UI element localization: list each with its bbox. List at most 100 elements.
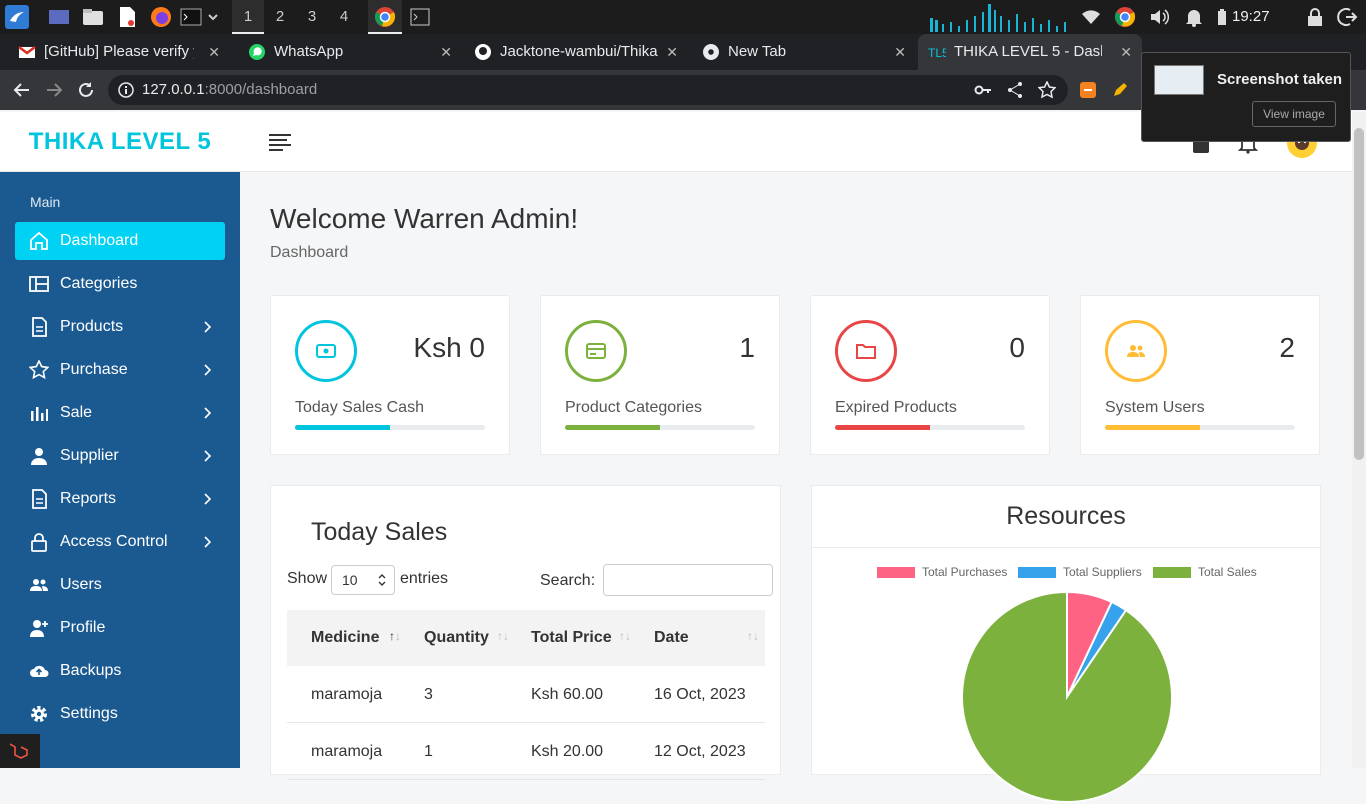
browser-tab-bar: [GitHub] Please verify yo ✕ WhatsApp ✕ J… <box>0 34 1366 70</box>
sort-icon[interactable]: ↑↓ <box>497 629 509 643</box>
workspace-2[interactable]: 2 <box>275 8 285 25</box>
panel-title: Resources <box>812 486 1320 548</box>
cell-total-price: Ksh 60.00 <box>531 686 604 703</box>
app-menu-icon[interactable] <box>5 5 29 29</box>
sidebar-item-categories[interactable]: Categories <box>15 265 225 303</box>
bell-icon[interactable] <box>1183 6 1205 28</box>
key-icon[interactable] <box>974 81 992 99</box>
column-header-quantity[interactable]: Quantity <box>424 629 489 646</box>
address-bar[interactable]: 127.0.0.1:8000/dashboard <box>108 75 1068 105</box>
search-input[interactable] <box>603 564 773 596</box>
workspace-1[interactable]: 1 <box>232 0 264 34</box>
entries-select[interactable]: 10 <box>331 565 395 595</box>
sidebar-item-profile[interactable]: Profile <box>15 609 225 647</box>
legend-item-total-purchases[interactable]: Total Purchases <box>877 565 1007 579</box>
sidebar-item-supplier[interactable]: Supplier <box>15 437 225 475</box>
sidebar-item-purchase[interactable]: Purchase <box>15 351 225 389</box>
columns-icon <box>29 276 49 292</box>
sort-icon[interactable]: ↑↓ <box>747 629 759 643</box>
tab-github[interactable]: Jacktone-wambui/Thika ✕ <box>456 34 688 70</box>
tab-thika-dashboard[interactable]: TL5 THIKA LEVEL 5 - Dashbo ✕ <box>918 34 1142 70</box>
sidebar-item-backups[interactable]: Backups <box>15 652 225 690</box>
svg-text:TL5: TL5 <box>928 46 946 60</box>
sidebar-item-settings[interactable]: Settings <box>15 695 225 733</box>
close-icon[interactable]: ✕ <box>894 44 906 60</box>
updown-icon <box>378 574 386 586</box>
battery-icon[interactable] <box>1216 6 1228 28</box>
table-row[interactable]: maramoja 1 Ksh 20.00 12 Oct, 2023 <box>287 723 765 780</box>
app-header: THIKA LEVEL 5 <box>0 112 1352 172</box>
pen-extension-icon[interactable] <box>1110 80 1130 100</box>
sidebar-item-sale[interactable]: Sale <box>15 394 225 432</box>
screenshot-notification[interactable]: Screenshot taken View image <box>1141 52 1351 142</box>
chevron-down-icon[interactable] <box>206 6 220 28</box>
sidebar-item-label: Users <box>60 576 102 593</box>
terminal-window-icon[interactable] <box>409 6 431 28</box>
firefox-icon[interactable] <box>150 6 172 28</box>
brand-logo[interactable]: THIKA LEVEL 5 <box>28 128 212 155</box>
brave-extension-icon[interactable] <box>1078 80 1098 100</box>
money-icon <box>316 344 336 358</box>
pie-slice-total-sales[interactable] <box>961 590 1173 803</box>
stat-progress <box>1105 425 1295 430</box>
sidebar-item-access-control[interactable]: Access Control <box>15 523 225 561</box>
legend-label: Total Sales <box>1198 565 1257 579</box>
close-icon[interactable]: ✕ <box>208 44 220 60</box>
sidebar-item-reports[interactable]: Reports <box>15 480 225 518</box>
desktop-icon[interactable] <box>48 6 70 28</box>
chevron-right-icon <box>204 493 211 505</box>
sidebar-item-dashboard[interactable]: Dashboard <box>15 222 225 260</box>
file-manager-icon[interactable] <box>82 6 104 28</box>
legend-swatch <box>877 567 915 578</box>
table-row[interactable]: maramoja 3 Ksh 60.00 16 Oct, 2023 <box>287 666 765 723</box>
legend-item-total-sales[interactable]: Total Sales <box>1153 565 1257 579</box>
legend-swatch <box>1018 567 1056 578</box>
resources-pie-chart[interactable] <box>960 590 1174 804</box>
sort-icon[interactable]: ↑↓ <box>619 629 631 643</box>
stat-value: 0 <box>1009 332 1025 363</box>
reload-icon[interactable] <box>76 80 96 100</box>
volume-icon[interactable] <box>1148 6 1170 28</box>
sidebar-item-products[interactable]: Products <box>15 308 225 346</box>
breadcrumb[interactable]: Dashboard <box>270 244 349 261</box>
bookmark-star-icon[interactable] <box>1038 81 1056 99</box>
lock-screen-icon[interactable] <box>1304 6 1326 28</box>
column-header-date[interactable]: Date <box>654 629 689 646</box>
legend-item-total-suppliers[interactable]: Total Suppliers <box>1018 565 1142 579</box>
close-icon[interactable]: ✕ <box>666 44 678 60</box>
sidebar: Main Dashboard Categories Products Purch… <box>0 172 240 768</box>
info-icon[interactable] <box>118 82 134 98</box>
logout-icon[interactable] <box>1336 6 1358 28</box>
tab-new-tab[interactable]: New Tab ✕ <box>684 34 916 70</box>
workspace-4[interactable]: 4 <box>339 8 349 25</box>
close-icon[interactable]: ✕ <box>440 44 452 60</box>
text-editor-icon[interactable] <box>116 6 138 28</box>
back-icon[interactable] <box>12 80 32 100</box>
tab-whatsapp[interactable]: WhatsApp ✕ <box>230 34 462 70</box>
forward-icon[interactable] <box>44 80 64 100</box>
tab-gmail[interactable]: [GitHub] Please verify yo ✕ <box>0 34 230 70</box>
taskbar-chrome-window[interactable] <box>368 0 402 34</box>
wifi-icon[interactable] <box>1080 6 1102 28</box>
chrome-tray-icon[interactable] <box>1114 6 1136 28</box>
screenshot-thumbnail[interactable] <box>1154 65 1204 95</box>
share-icon[interactable] <box>1006 81 1024 99</box>
column-header-total-price[interactable]: Total Price <box>531 629 612 646</box>
sidebar-item-users[interactable]: Users <box>15 566 225 604</box>
debugbar-toggle[interactable] <box>0 734 40 768</box>
home-icon <box>30 231 48 250</box>
stat-value: 1 <box>739 332 755 363</box>
clock[interactable]: 19:27 <box>1232 8 1270 25</box>
terminal-icon[interactable] <box>180 6 202 28</box>
close-icon[interactable]: ✕ <box>1120 44 1132 60</box>
hamburger-menu-icon[interactable] <box>268 132 292 152</box>
scrollbar-thumb[interactable] <box>1354 128 1364 460</box>
sort-asc-icon[interactable]: ↑↓ <box>389 629 401 643</box>
sidebar-item-label: Categories <box>60 275 138 292</box>
folder-icon <box>856 344 876 359</box>
users-icon <box>30 579 48 591</box>
view-image-button[interactable]: View image <box>1252 101 1336 127</box>
chevron-right-icon <box>204 407 211 419</box>
workspace-3[interactable]: 3 <box>307 8 317 25</box>
column-header-medicine[interactable]: Medicine <box>311 629 380 646</box>
